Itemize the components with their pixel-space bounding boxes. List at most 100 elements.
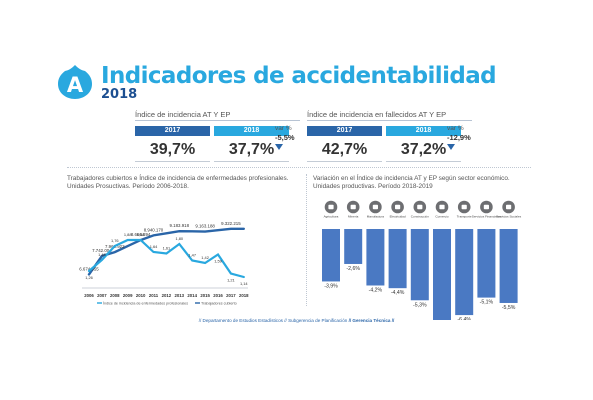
page-year: 2018 — [101, 87, 138, 102]
kpi-incidencia: Índice de incidencia AT Y EP 2017 2018 3… — [135, 108, 300, 162]
right-chart-caption: Variación en el Índice de incidencia AT … — [313, 175, 510, 191]
kpi-var-value: -5,5% — [275, 133, 295, 142]
icon-glyph — [395, 204, 401, 210]
bar-value-label: -2,6% — [346, 266, 360, 272]
data-label-indice: 1,14 — [240, 281, 248, 286]
kpi-variation: var % -5,5% — [275, 124, 315, 150]
kpi-fallecidos: Índice de incidencia en fallecidos AT Y … — [307, 108, 472, 162]
bar-5 — [433, 229, 451, 320]
data-label-trabajadores: 8.666.894 — [131, 232, 151, 237]
x-tick-label: 2010 — [136, 293, 146, 298]
icon-glyph — [483, 204, 489, 210]
down-triangle-icon — [275, 144, 283, 150]
category-label: Comercio — [435, 215, 449, 219]
data-label-indice: 1,26 — [85, 275, 93, 280]
icon-glyph — [328, 204, 334, 210]
footer-department: // Departamento de Estudios Estadísticos — [198, 318, 283, 323]
factory-icon — [369, 200, 382, 214]
bank-icon — [480, 200, 493, 214]
x-tick-label: 2009 — [123, 293, 133, 298]
kpi-head-2018: 2018 — [214, 126, 289, 136]
bar-value-label: -5,3% — [413, 302, 427, 308]
shopping-cart-icon — [435, 200, 449, 214]
bar-value-label: -4,2% — [369, 287, 383, 293]
bar-value-label: -4,4% — [391, 290, 405, 296]
category-label: Servicios Sociales — [496, 215, 522, 219]
data-label-indice: 1,61 — [163, 246, 171, 251]
kpi-value-2017: 39,7% — [135, 138, 210, 162]
data-label-trabajadores: 9.322.215 — [221, 221, 241, 226]
data-label-indice: 1,42 — [201, 255, 209, 260]
left-chart-caption: Trabajadores cubiertos e Índice de incid… — [67, 175, 288, 191]
category-label: Minería — [348, 215, 359, 219]
data-label-trabajadores: 9.163.188 — [195, 224, 215, 229]
data-label-trabajadores: 9.183.918 — [170, 223, 190, 228]
truck-icon — [457, 200, 471, 214]
x-tick-label: 2018 — [239, 293, 249, 298]
icon-glyph — [439, 204, 445, 210]
tractor-icon — [324, 200, 338, 214]
data-label-trabajadores: 6.674.655 — [79, 266, 99, 271]
crane-icon — [413, 200, 427, 214]
data-label-indice: 1,88 — [137, 232, 145, 237]
x-tick-label: 2012 — [162, 293, 172, 298]
icon-glyph — [506, 204, 512, 210]
bar-3 — [388, 229, 407, 289]
icon-glyph — [350, 204, 356, 210]
x-tick-label: 2007 — [97, 293, 107, 298]
caption-line: Trabajadores cubiertos e Índice de incid… — [67, 175, 289, 182]
series-trabajadores-line — [87, 227, 246, 276]
x-tick-label: 2011 — [149, 293, 159, 298]
data-label-indice: 1,59 — [214, 259, 222, 264]
category-label: Servicios Financieros — [472, 215, 502, 219]
x-tick-label: 2006 — [84, 293, 94, 298]
lightning-icon — [391, 200, 404, 214]
footer-subgerencia: // Subgerencia de Planificación — [284, 318, 348, 323]
vertical-divider — [306, 174, 307, 306]
data-label-indice: 1,80 — [176, 236, 184, 241]
kpi-title: Índice de incidencia AT Y EP — [135, 108, 300, 121]
kpi-value-2017: 42,7% — [307, 138, 382, 162]
icon-glyph — [372, 204, 378, 210]
legend-label-trabajadores: Trabajadores cubierto — [201, 302, 237, 306]
category-label: Transporte — [457, 215, 472, 219]
kpi-variation: var % -12,9% — [447, 124, 487, 150]
kpi-var-value: -12,9% — [447, 133, 471, 142]
caption-line: Unidades productivas. Período 2018-2019 — [313, 183, 433, 190]
x-tick-label: 2016 — [213, 293, 223, 298]
footer: // Departamento de Estudios Estadísticos… — [0, 318, 593, 323]
kpi-title: Índice de incidencia en fallecidos AT Y … — [307, 108, 472, 121]
kpi-head-2018: 2018 — [386, 126, 461, 136]
series-indice-line — [87, 238, 245, 279]
line-chart: 6.674.6557.742.0047.966.9228.666.8948.94… — [79, 221, 249, 306]
legend-label-indice: Índice de incidencia de enfermedades pro… — [103, 302, 188, 306]
bar-chart: Agricultura Minería Manufactura Electricida… — [322, 200, 522, 320]
kpi-var-label: var % — [447, 125, 464, 132]
data-label-trabajadores: 8.940.170 — [144, 227, 164, 232]
category-label: Electricidad — [390, 215, 406, 219]
caption-line: Variación en el Índice de incidencia AT … — [313, 175, 510, 182]
data-label-indice: 1,64 — [150, 244, 158, 249]
category-label: Manufactura — [367, 215, 384, 219]
bar-7 — [477, 229, 496, 298]
icon-glyph — [417, 204, 423, 210]
horizontal-divider — [67, 167, 531, 168]
x-tick-label: 2008 — [110, 293, 120, 298]
kpi-value-2018: 37,7% — [214, 138, 289, 162]
kpi-head-2017: 2017 — [307, 126, 382, 136]
kpi-value-2018: 37,2% — [386, 138, 461, 162]
data-label-indice: 1,76 — [111, 238, 119, 243]
data-label-indice: 1,47 — [188, 253, 196, 258]
badge-letter: A — [67, 73, 84, 97]
x-tick-label: 2015 — [200, 293, 210, 298]
icon-glyph — [461, 204, 467, 210]
people-icon — [502, 200, 515, 214]
x-tick-label: 2014 — [187, 293, 197, 298]
bar-value-label: -5,5% — [502, 305, 516, 311]
bar-value-label: -5,1% — [480, 300, 494, 306]
category-label: Agricultura — [324, 215, 339, 219]
data-label-indice: 1,21 — [227, 278, 235, 283]
data-label-indice: 1,48 — [98, 252, 106, 257]
kpi-head-2017: 2017 — [135, 126, 210, 136]
badge-a-icon: A — [58, 65, 92, 99]
